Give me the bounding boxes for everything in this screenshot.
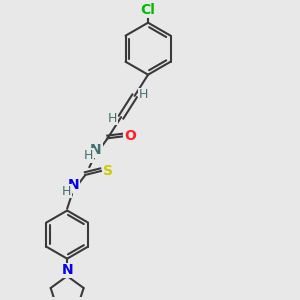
Text: N: N [68, 178, 80, 193]
Text: H: H [84, 149, 93, 162]
Text: H: H [108, 112, 117, 124]
Text: H: H [61, 185, 71, 198]
Text: N: N [90, 143, 102, 157]
Text: S: S [103, 164, 112, 178]
Text: Cl: Cl [141, 3, 155, 17]
Text: N: N [61, 263, 73, 277]
Text: O: O [124, 129, 136, 143]
Text: H: H [139, 88, 148, 101]
